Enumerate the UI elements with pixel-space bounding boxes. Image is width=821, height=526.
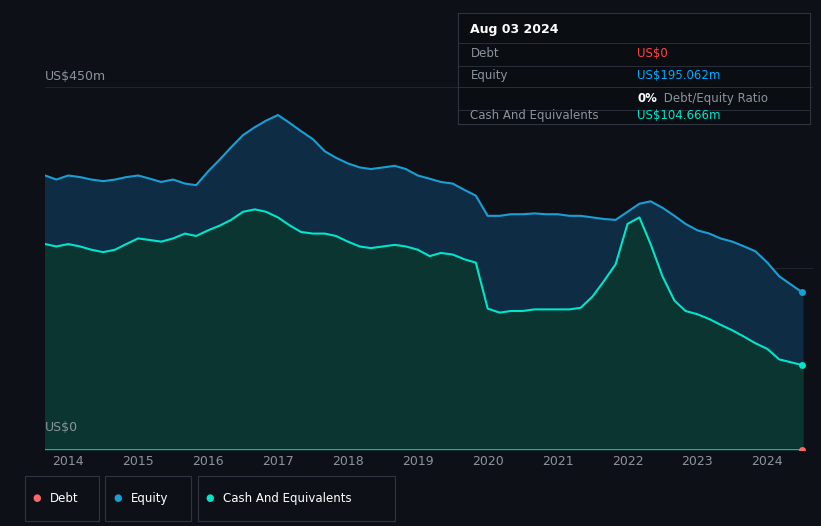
Text: Aug 03 2024: Aug 03 2024 xyxy=(470,23,559,36)
Text: ●: ● xyxy=(113,493,122,503)
Text: US$0: US$0 xyxy=(637,47,668,60)
Text: ●: ● xyxy=(206,493,214,503)
Text: US$104.666m: US$104.666m xyxy=(637,109,721,123)
Text: Equity: Equity xyxy=(131,492,168,505)
Text: Equity: Equity xyxy=(470,69,508,82)
Text: Debt/Equity Ratio: Debt/Equity Ratio xyxy=(660,92,768,105)
Text: Debt: Debt xyxy=(470,47,499,60)
Text: US$0: US$0 xyxy=(45,421,78,434)
Text: Cash And Equivalents: Cash And Equivalents xyxy=(223,492,352,505)
Text: 0%: 0% xyxy=(637,92,657,105)
Text: Debt: Debt xyxy=(50,492,79,505)
Text: Cash And Equivalents: Cash And Equivalents xyxy=(470,109,599,123)
Text: ●: ● xyxy=(33,493,41,503)
Text: US$450m: US$450m xyxy=(45,70,106,83)
Text: US$195.062m: US$195.062m xyxy=(637,69,721,82)
